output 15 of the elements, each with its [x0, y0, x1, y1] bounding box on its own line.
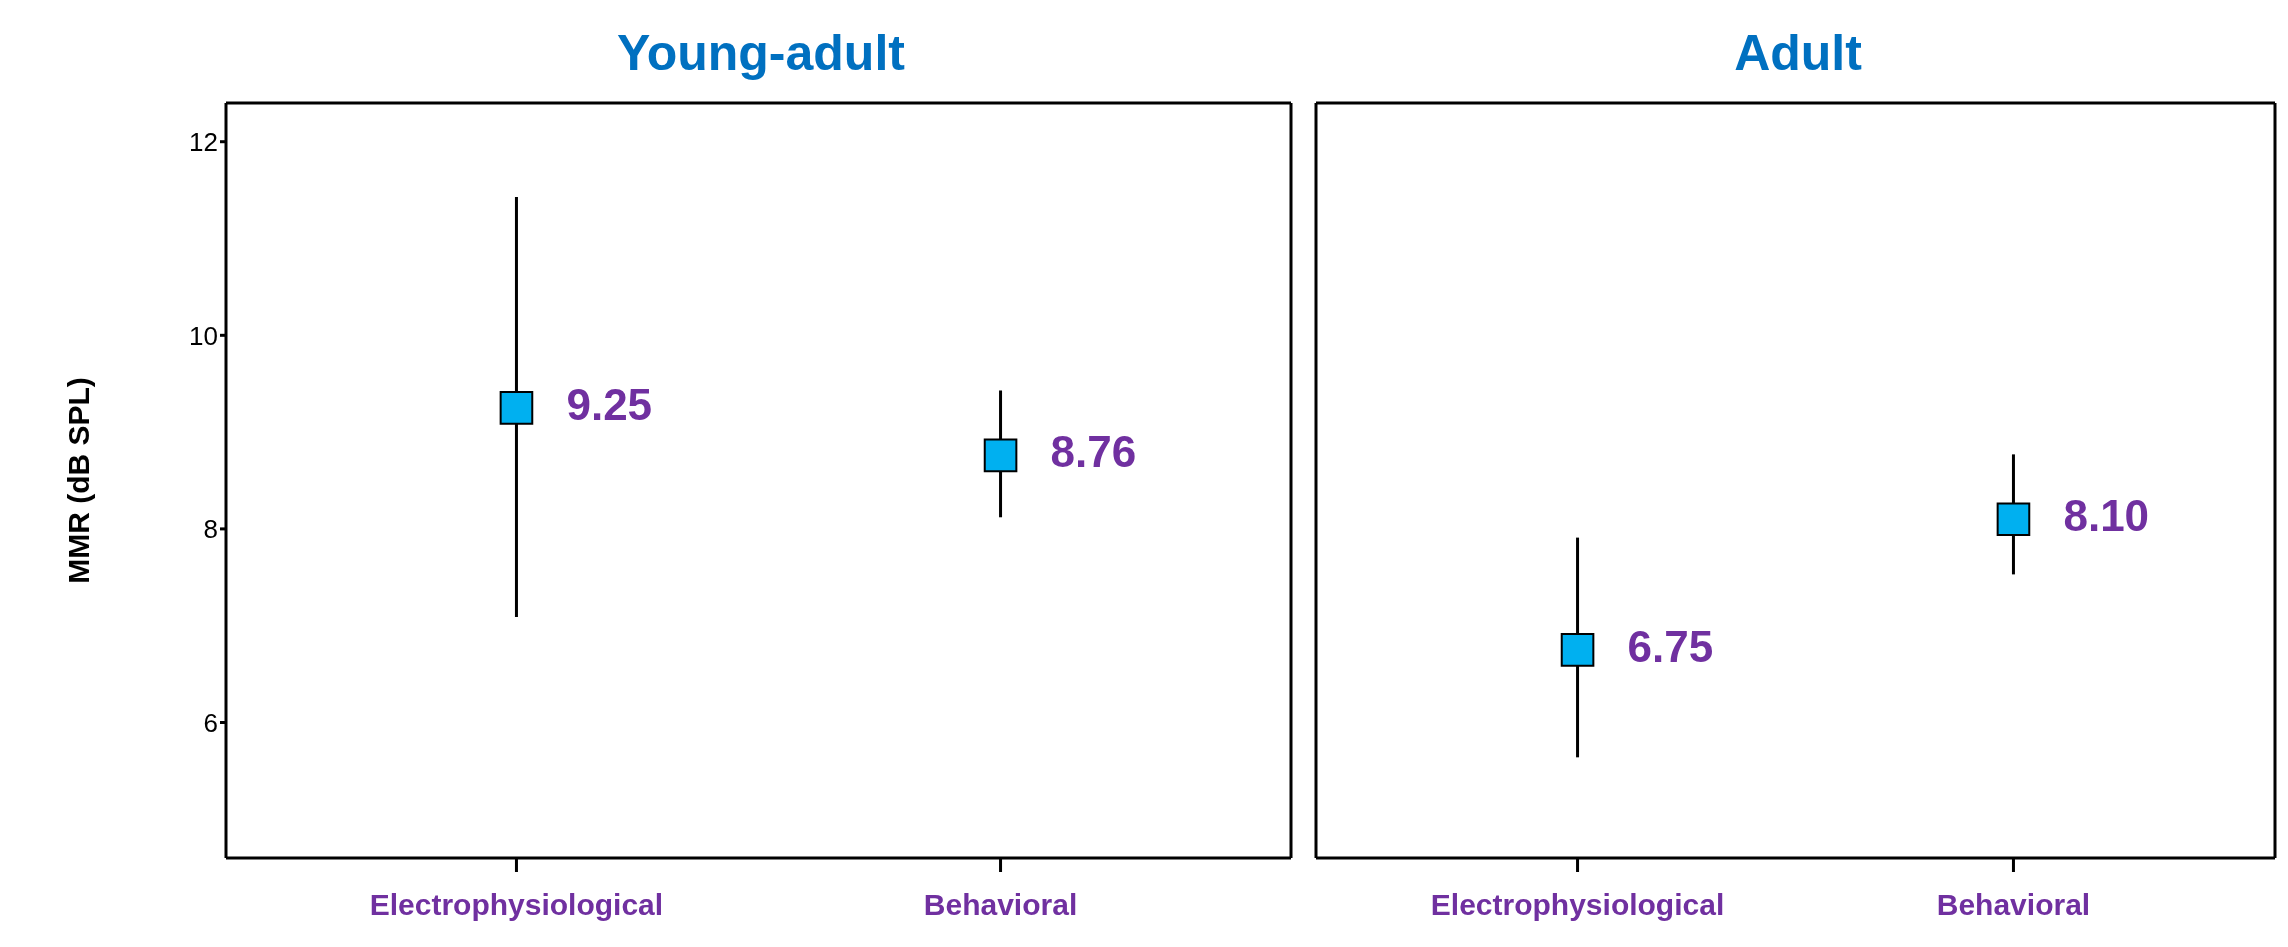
x-tick-label: Behavioral	[1936, 888, 2091, 922]
data-label: 8.76	[1050, 427, 1137, 477]
data-label: 6.75	[1627, 621, 1714, 671]
data-label: 8.10	[2063, 491, 2150, 541]
chart-title: Young-adult	[616, 24, 906, 83]
x-tick-label: Electrophysiological	[1430, 888, 1725, 922]
x-tick-label: Behavioral	[923, 888, 1078, 922]
y-tick-label: 8	[203, 514, 218, 545]
chart-title: Adult	[1733, 24, 1863, 83]
y-tick-label: 6	[203, 707, 218, 738]
y-axis-title: MMR (dB SPL)	[61, 377, 95, 584]
x-tick-label: Electrophysiological	[369, 888, 664, 922]
data-label: 9.25	[566, 379, 653, 429]
y-tick-label: 12	[189, 126, 218, 157]
y-tick-label: 10	[189, 320, 218, 351]
